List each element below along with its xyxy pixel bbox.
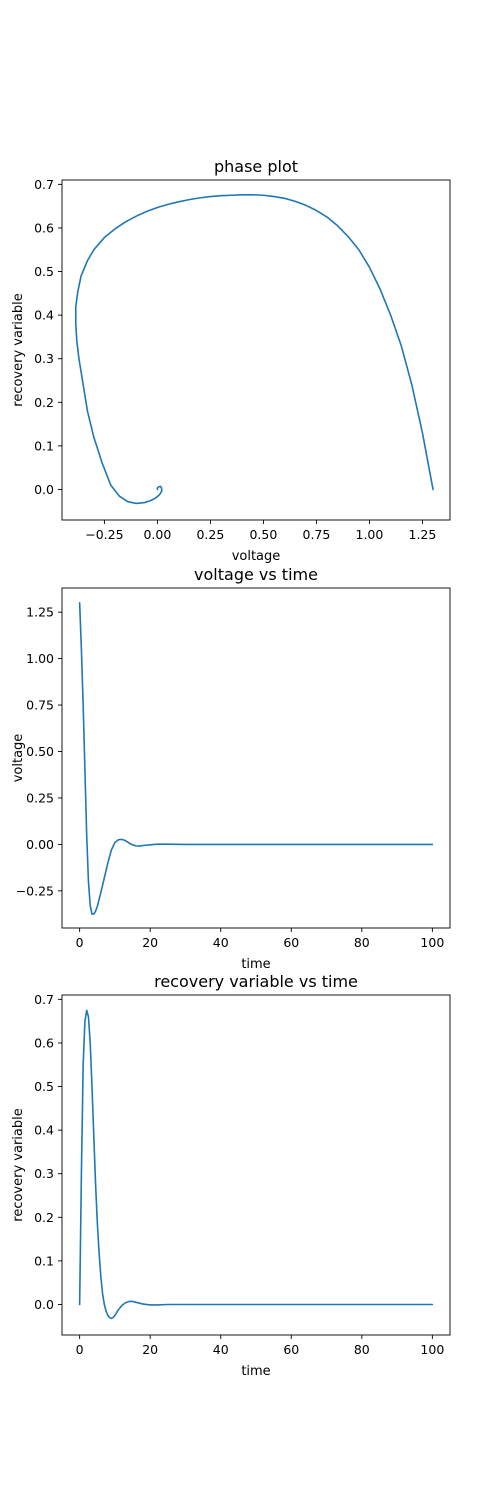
y-tick-label: 0.7 — [34, 177, 54, 192]
voltage-vs-time-axes: 0 20 40 60 80 100 −0.25 0.00 0.25 0.50 0.75 1.00 1.2… — [11, 565, 451, 972]
x-tick-label: 100 — [420, 935, 444, 950]
x-tick-label: 60 — [283, 935, 299, 950]
y-tick-label: −0.25 — [16, 883, 54, 898]
y-tick-label: 1.25 — [26, 605, 54, 620]
y-tick-label: 0.4 — [34, 308, 54, 323]
x-tick-label: 80 — [354, 1342, 370, 1357]
x-tick-label: 100 — [420, 1342, 444, 1357]
x-tick-label: −0.25 — [85, 527, 123, 542]
x-tick-label: 0 — [76, 935, 84, 950]
phase-plot-axes: −0.25 0.00 0.25 0.50 0.75 1.00 1.25 0.0 0.1 0.2 0.… — [11, 157, 451, 564]
y-tick-label: 0.2 — [34, 1210, 54, 1225]
y-tick-label: 0.7 — [34, 992, 54, 1007]
y-tick-label: 0.6 — [34, 220, 54, 235]
y-tick-label: 0.0 — [34, 1297, 54, 1312]
x-tick-label: 60 — [283, 1342, 299, 1357]
y-tick-label: 0.3 — [34, 1166, 54, 1181]
x-tick-label: 0.00 — [143, 527, 171, 542]
x-tick-label: 20 — [142, 935, 158, 950]
phase-plot-frame — [61, 179, 451, 521]
y-tick-label: 0.2 — [34, 395, 54, 410]
phase-plot-series-line — [74, 194, 434, 505]
x-tick-label: 0 — [76, 1342, 84, 1357]
recovery-vs-time-y-axis-label: recovery variable — [11, 1108, 26, 1221]
voltage-vs-time-y-axis-label: voltage — [11, 734, 26, 783]
recovery-vs-time-title: recovery variable vs time — [154, 972, 358, 991]
voltage-vs-time-frame — [61, 587, 451, 929]
x-tick-label: 0.50 — [249, 527, 277, 542]
voltage-vs-time-x-axis-label: time — [241, 957, 270, 972]
voltage-vs-time-series-line — [78, 602, 434, 915]
x-tick-label: 40 — [213, 1342, 229, 1357]
y-tick-label: 0.5 — [34, 1079, 54, 1094]
phase-plot-title: phase plot — [214, 157, 298, 176]
phase-plot-y-axis-label: recovery variable — [11, 293, 26, 406]
y-tick-label: 0.50 — [26, 744, 54, 759]
x-tick-label: 80 — [354, 935, 370, 950]
y-tick-label: 0.6 — [34, 1035, 54, 1050]
recovery-vs-time-frame — [61, 994, 451, 1336]
y-tick-label: 0.4 — [34, 1123, 54, 1138]
recovery-vs-time-axes: 0 20 40 60 80 100 0.0 0.1 0.2 0.3 0.4 0.5 0.6 0.7 reco… — [11, 972, 451, 1379]
y-tick-label: 1.00 — [26, 651, 54, 666]
y-tick-label: 0.5 — [34, 264, 54, 279]
y-tick-label: 0.1 — [34, 1253, 54, 1268]
x-tick-label: 1.25 — [409, 527, 437, 542]
y-tick-label: 0.3 — [34, 351, 54, 366]
recovery-vs-time-series-line — [78, 1009, 434, 1320]
recovery-vs-time-x-axis-label: time — [241, 1364, 270, 1379]
phase-plot-x-axis-label: voltage — [232, 549, 281, 564]
y-tick-label: 0.1 — [34, 438, 54, 453]
x-tick-label: 1.00 — [356, 527, 384, 542]
x-tick-label: 20 — [142, 1342, 158, 1357]
voltage-vs-time-title: voltage vs time — [194, 565, 318, 584]
x-tick-label: 0.25 — [196, 527, 224, 542]
y-tick-label: 0.75 — [26, 698, 54, 713]
y-tick-label: 0.00 — [26, 837, 54, 852]
x-tick-label: 0.75 — [303, 527, 331, 542]
x-tick-label: 40 — [213, 935, 229, 950]
y-tick-label: 0.25 — [26, 790, 54, 805]
y-tick-label: 0.0 — [34, 482, 54, 497]
